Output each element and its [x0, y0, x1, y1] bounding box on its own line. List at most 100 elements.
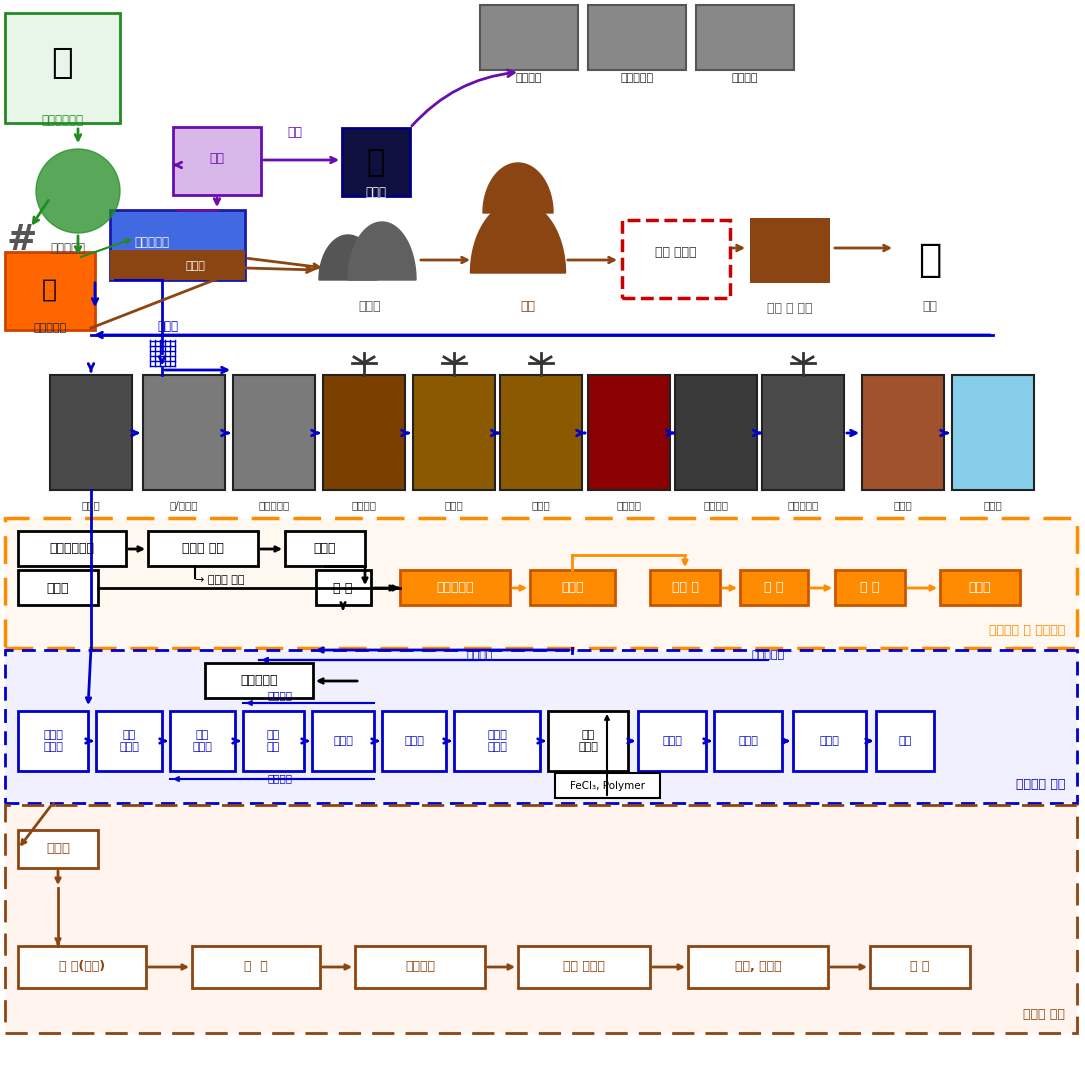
Text: 보일러: 보일러	[366, 186, 386, 199]
Text: 협자물 제거: 협자물 제거	[182, 542, 224, 555]
Bar	[110, 250, 245, 280]
Text: 활성조: 활성조	[662, 735, 682, 746]
Text: 드럼스크린: 드럼스크린	[240, 675, 278, 688]
Text: 염기소화 및 가스이용: 염기소화 및 가스이용	[988, 623, 1065, 636]
Bar	[192, 945, 320, 988]
Bar	[243, 710, 304, 771]
Text: 부상스컴: 부상스컴	[467, 650, 494, 660]
Polygon shape	[319, 235, 376, 280]
Text: → 협잡물 폐기: → 협잡물 폐기	[195, 574, 244, 585]
Bar	[170, 710, 235, 771]
Text: 협잡물제거: 협잡물제거	[51, 242, 86, 255]
Bar	[518, 945, 650, 988]
Text: 폭기조: 폭기조	[445, 500, 463, 510]
Polygon shape	[483, 163, 553, 213]
Text: 가압부상: 가압부상	[616, 500, 641, 510]
Bar	[205, 663, 312, 698]
Bar	[18, 945, 146, 988]
Bar	[835, 570, 905, 605]
Text: 최종침전조: 최종침전조	[788, 500, 818, 510]
Text: 탈왕: 탈왕	[209, 151, 225, 164]
Bar	[18, 531, 126, 566]
Text: 유량조정조: 유량조정조	[258, 500, 290, 510]
Text: 전서리조: 전서리조	[405, 961, 435, 974]
Bar	[952, 375, 1034, 490]
Text: 사무실난방: 사무실난방	[621, 73, 653, 83]
Text: 내부반송: 내부반송	[268, 690, 293, 700]
Text: 고/액분리: 고/액분리	[169, 500, 199, 510]
Text: 교반 발효상: 교반 발효상	[655, 247, 697, 260]
Circle shape	[36, 149, 120, 233]
Bar	[688, 945, 828, 988]
Bar	[750, 218, 830, 283]
Bar	[5, 13, 120, 123]
Text: 제 습: 제 습	[860, 581, 880, 594]
Text: 여과기: 여과기	[894, 500, 912, 510]
Bar	[695, 5, 794, 70]
Text: 음폐수: 음폐수	[47, 581, 69, 594]
Text: 부 재(톱밥): 부 재(톱밥)	[59, 961, 105, 974]
Text: 집수조: 집수조	[314, 542, 336, 555]
Bar	[650, 570, 720, 605]
Text: 반 출: 반 출	[910, 961, 930, 974]
Text: 가압
부상기: 가압 부상기	[578, 730, 598, 752]
Bar	[148, 531, 258, 566]
Bar	[793, 710, 866, 771]
Text: 염기소화조: 염기소화조	[436, 581, 474, 594]
Text: 고속
테칸타: 고속 테칸타	[119, 730, 139, 752]
Polygon shape	[471, 201, 565, 273]
Bar	[480, 5, 578, 70]
Text: 탈 왕: 탈 왕	[764, 581, 783, 594]
Bar	[861, 375, 944, 490]
Text: 🔥: 🔥	[367, 148, 385, 177]
Bar	[110, 210, 245, 280]
Bar	[342, 128, 410, 196]
Bar	[5, 518, 1077, 648]
Bar	[173, 127, 261, 195]
Text: 우숙, 저장조: 우숙, 저장조	[735, 961, 781, 974]
Bar	[5, 805, 1077, 1033]
Text: 스크린: 스크린	[157, 320, 179, 333]
Text: 퇴비와 공정: 퇴비와 공정	[1023, 1009, 1065, 1022]
Polygon shape	[348, 222, 416, 280]
Text: 돈분뇨슬러리: 돈분뇨슬러리	[50, 542, 94, 555]
Bar	[18, 710, 88, 771]
Bar	[876, 710, 934, 771]
Bar	[638, 710, 706, 771]
Text: 침전조: 침전조	[404, 735, 424, 746]
Text: 무산
소소: 무산 소소	[267, 730, 280, 752]
Bar	[556, 772, 660, 798]
Text: 샤워온수: 샤워온수	[731, 73, 758, 83]
Text: 유량
조정조: 유량 조정조	[192, 730, 213, 752]
Bar	[355, 945, 485, 988]
Bar	[316, 570, 371, 605]
Text: 온압: 온압	[521, 299, 536, 312]
Bar	[588, 375, 671, 490]
Bar	[382, 710, 446, 771]
Text: 집수조: 집수조	[81, 500, 101, 510]
Bar	[5, 252, 95, 330]
Text: 🗑️: 🗑️	[42, 279, 58, 302]
Bar	[233, 375, 315, 490]
Text: 고영물: 고영물	[359, 299, 381, 312]
Text: 침전조: 침전조	[738, 735, 758, 746]
Text: 온  압: 온 압	[244, 961, 268, 974]
Bar	[548, 710, 628, 771]
Text: 방류: 방류	[898, 735, 911, 746]
Text: 정화처리 공정: 정화처리 공정	[1016, 779, 1065, 791]
Bar	[312, 710, 374, 771]
Bar	[5, 650, 1077, 803]
Bar	[323, 375, 405, 490]
Bar	[500, 375, 582, 490]
Bar	[143, 375, 225, 490]
Text: 고영물: 고영물	[46, 842, 71, 855]
Text: 돈사난방: 돈사난방	[515, 73, 542, 83]
Bar	[50, 375, 132, 490]
Bar	[940, 570, 1020, 605]
Bar	[18, 570, 98, 605]
Text: 고도처리: 고도처리	[703, 500, 728, 510]
Text: 소화액: 소화액	[561, 581, 584, 594]
Text: 가스 포: 가스 포	[672, 581, 699, 594]
Bar	[588, 5, 686, 70]
Bar	[714, 710, 782, 771]
